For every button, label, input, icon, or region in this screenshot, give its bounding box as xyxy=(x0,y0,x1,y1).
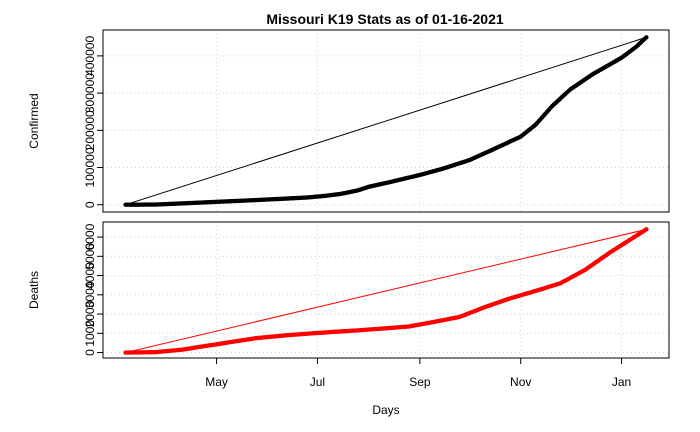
trend-line xyxy=(125,36,647,206)
chart-title: Missouri K19 Stats as of 01-16-2021 xyxy=(266,11,504,27)
y-tick-label: 400000 xyxy=(83,36,97,76)
y-tick-label: 4000 xyxy=(83,262,97,289)
plot-frame xyxy=(102,29,670,213)
x-axis-label: Days xyxy=(372,403,399,417)
y-axis-label: Confirmed xyxy=(27,93,41,148)
y-tick-label: 5000 xyxy=(83,243,97,270)
x-tick-label: Jan xyxy=(612,375,631,389)
y-tick-label: 0 xyxy=(83,201,97,208)
y-axis-label: Deaths xyxy=(27,271,41,309)
y-tick-label: 0 xyxy=(83,349,97,356)
x-tick-label: May xyxy=(205,375,228,389)
y-tick-label: 1000 xyxy=(83,320,97,347)
y-tick-label: 100000 xyxy=(83,147,97,187)
y-tick-label: 2000 xyxy=(83,300,97,327)
y-tick-label: 300000 xyxy=(83,73,97,113)
trend-line xyxy=(125,228,647,354)
series-points xyxy=(123,227,649,355)
y-tick-label: 200000 xyxy=(83,110,97,150)
x-tick-label: Sep xyxy=(409,375,431,389)
series-points xyxy=(123,35,649,207)
data-point xyxy=(644,227,649,232)
y-tick-label: 6000 xyxy=(83,223,97,250)
y-tick-label: 3000 xyxy=(83,281,97,308)
x-tick-label: Nov xyxy=(510,375,531,389)
x-tick-label: Jul xyxy=(310,375,325,389)
